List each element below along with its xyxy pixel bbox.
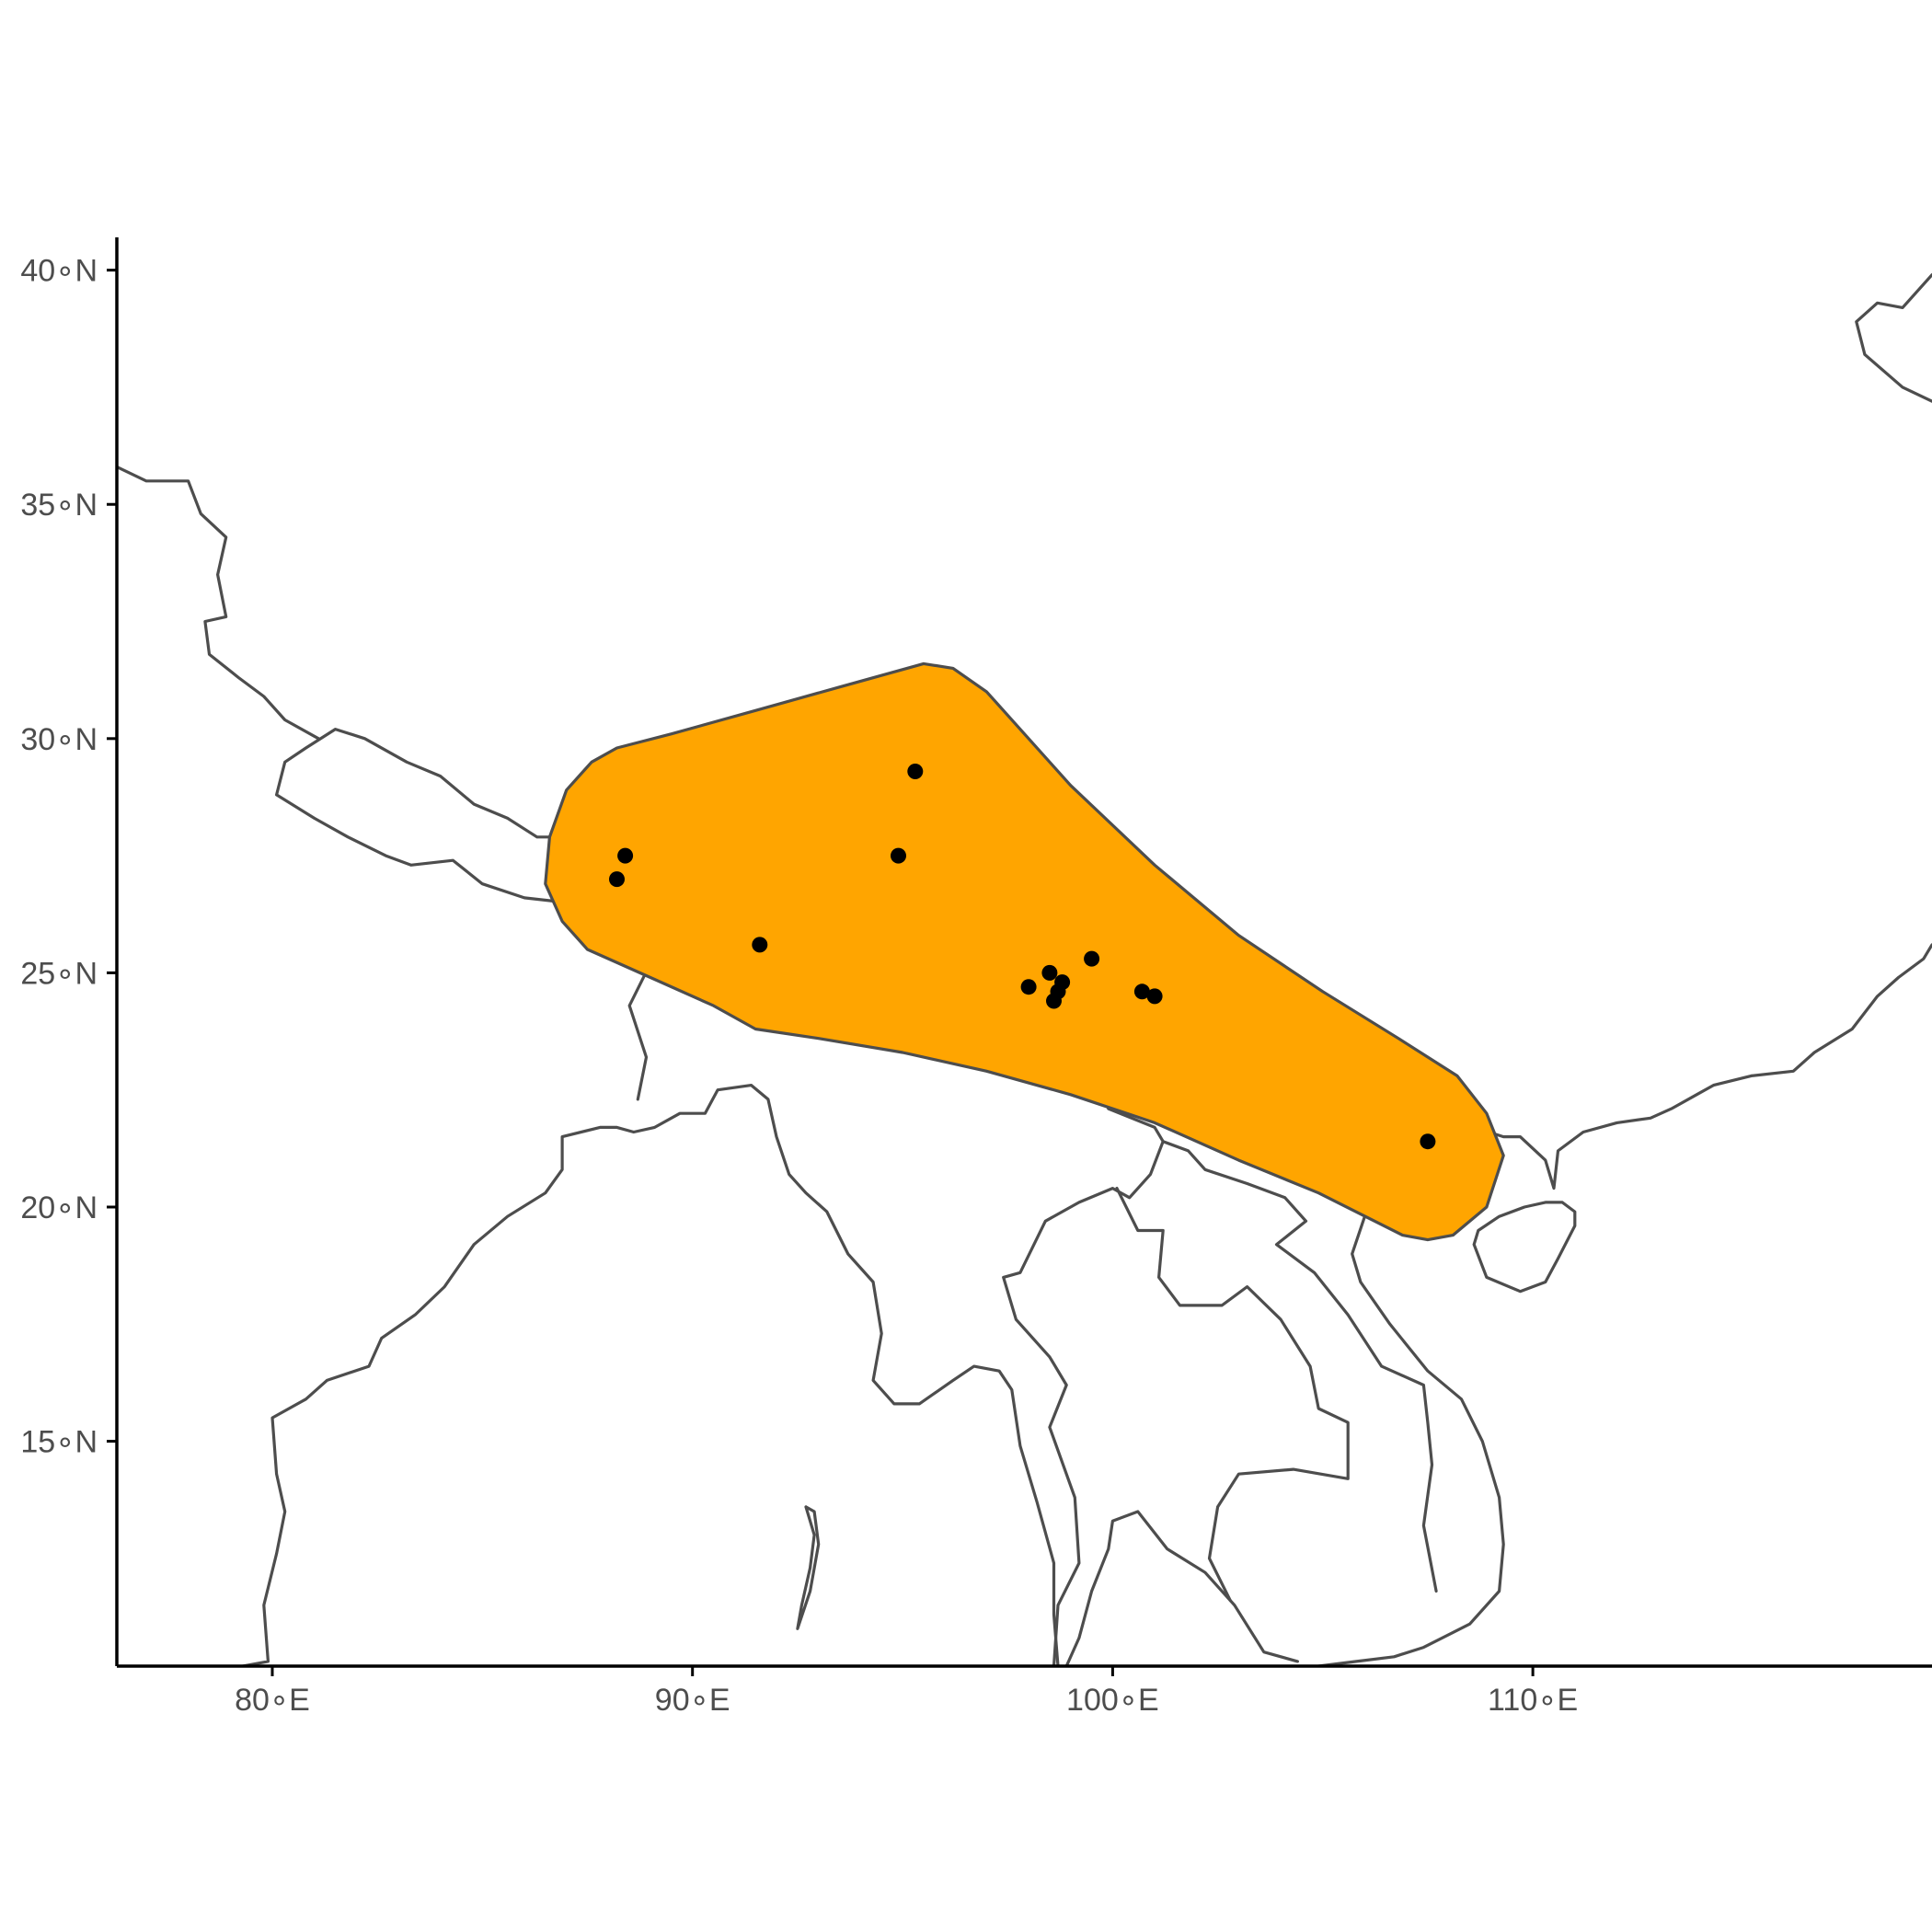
occurrence-point: [1046, 993, 1062, 1009]
occurrence-point: [617, 847, 634, 864]
laos-thai-border: [1115, 1187, 1350, 1603]
occurrence-point: [1420, 1133, 1436, 1150]
occurrence-point: [1020, 979, 1037, 995]
x-tick-label: 110∘E: [1488, 1683, 1578, 1718]
occurrence-point: [1133, 983, 1150, 1000]
thai-malay-coast: [1064, 1510, 1299, 1666]
occurrence-point: [1084, 950, 1100, 967]
y-tick-label: 25∘N: [20, 956, 98, 991]
occurrence-point: [891, 847, 906, 864]
occurrence-point: [907, 764, 924, 779]
x-tick-label: 100∘E: [1066, 1683, 1159, 1718]
vietnam-laos-border: [1161, 1140, 1438, 1593]
range-polygon: [544, 661, 1505, 1242]
y-tick-label: 35∘N: [20, 488, 98, 523]
axes: 80∘E 90∘E 100∘E 110∘E 15∘N 20∘N 25∘N 30∘N 35∘N 4…: [20, 237, 1932, 1718]
occurrence-point: [752, 937, 768, 953]
india-north-border: [117, 465, 320, 741]
y-axis-ticks: 15∘N 20∘N 25∘N 30∘N 35∘N 40∘N: [20, 254, 117, 1460]
range-layer: [544, 661, 1505, 1242]
x-tick-label: 80∘E: [235, 1683, 310, 1718]
y-tick-label: 20∘N: [20, 1190, 98, 1225]
occurrence-points-layer: [609, 764, 1436, 1150]
y-tick-label: 30∘N: [20, 722, 98, 757]
indian-subcontinent-coast: [241, 1084, 1060, 1666]
occurrence-point: [609, 871, 625, 888]
x-tick-label: 90∘E: [655, 1683, 730, 1718]
korea-bohai-coast: [1855, 273, 1932, 403]
andaman-islands: [796, 1505, 821, 1630]
y-tick-label: 15∘N: [20, 1425, 98, 1460]
occurrence-point: [1146, 988, 1163, 1005]
hainan-island: [1472, 1201, 1577, 1294]
occurrence-point: [1041, 964, 1058, 981]
map-panel: [117, 273, 1932, 1666]
x-axis-ticks: 80∘E 90∘E 100∘E 110∘E: [235, 1666, 1578, 1718]
y-tick-label: 40∘N: [20, 254, 98, 289]
